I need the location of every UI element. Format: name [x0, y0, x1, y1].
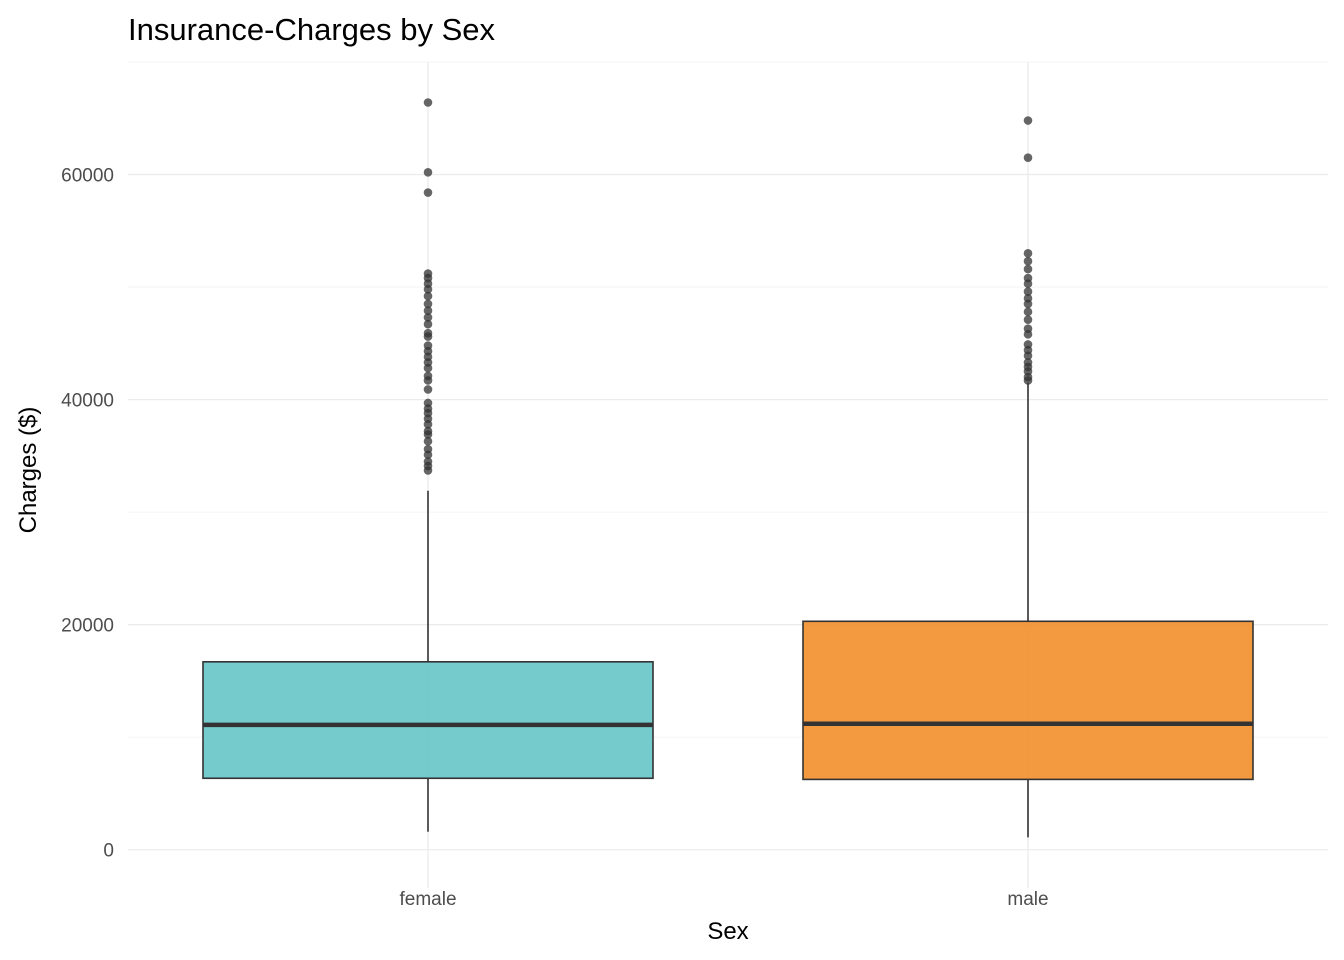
outlier-point [423, 188, 433, 197]
outlier-point [423, 167, 433, 177]
outlier-point [423, 319, 433, 329]
outlier-point [423, 436, 433, 446]
y-axis-title: Charges ($) [15, 407, 42, 534]
outlier-point [1023, 279, 1033, 288]
outlier-point [1023, 299, 1033, 309]
y-tick-label: 40000 [61, 391, 114, 412]
box-body [202, 661, 654, 780]
x-axis-ticks: female male [399, 889, 1048, 910]
box-body [802, 620, 1254, 781]
boxes-layer [202, 98, 1254, 838]
outlier-point [1023, 287, 1033, 296]
x-tick-label: male [1007, 889, 1048, 910]
box-female [202, 98, 654, 832]
y-tick-label: 20000 [61, 616, 114, 637]
outlier-point [1023, 153, 1033, 162]
outlier-point [423, 313, 433, 322]
x-tick-label: female [399, 889, 456, 910]
outlier-point [423, 450, 433, 460]
outlier-point [423, 98, 433, 107]
y-axis-ticks: 0 20000 40000 60000 [61, 166, 114, 862]
outlier-point [423, 291, 433, 301]
outlier-point [423, 306, 433, 316]
outlier-point [1023, 307, 1033, 317]
outlier-point [423, 420, 433, 429]
outlier-point [1023, 351, 1033, 361]
outlier-point [1023, 116, 1033, 125]
outlier-point [423, 430, 433, 439]
outlier-point [1023, 330, 1033, 339]
outlier-point [1023, 256, 1033, 266]
y-tick-label: 60000 [61, 166, 114, 187]
chart-title: Insurance-Charges by Sex [128, 12, 496, 47]
y-tick-label: 0 [103, 841, 114, 862]
outlier-point [423, 332, 433, 341]
x-axis-title: Sex [707, 918, 748, 945]
outlier-point [1023, 376, 1033, 385]
outlier-point [423, 376, 433, 385]
outlier-point [423, 299, 433, 309]
outlier-point [1023, 315, 1033, 325]
outlier-point [423, 363, 433, 373]
outlier-point [423, 385, 433, 394]
outlier-point [1023, 249, 1033, 258]
outlier-point [423, 285, 433, 294]
outlier-point [1023, 264, 1033, 274]
outlier-point [423, 466, 433, 475]
box-male [802, 116, 1254, 838]
